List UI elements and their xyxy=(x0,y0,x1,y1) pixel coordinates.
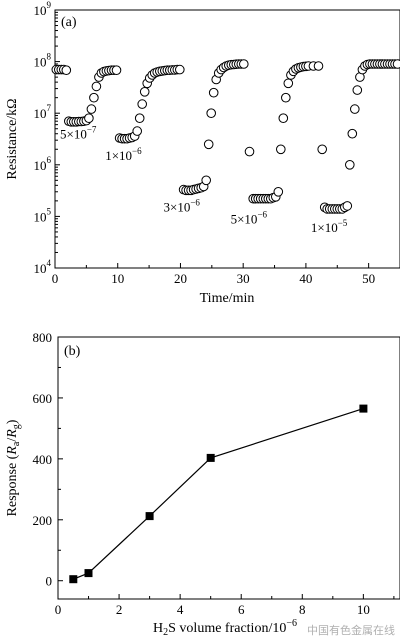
y-tick-label-b: 600 xyxy=(33,391,53,406)
panel-label-b: (b) xyxy=(64,344,81,359)
panel-label-a: (a) xyxy=(61,15,77,30)
y-axis-title-b: Response (Ra/Rg) xyxy=(5,419,22,516)
data-point-a xyxy=(86,104,97,114)
data-point-a xyxy=(139,87,150,97)
data-point-a xyxy=(276,144,286,155)
series-b xyxy=(69,404,368,584)
y-tick-label-b: 400 xyxy=(33,452,53,467)
annotations-a: 5×10−7 1×10−6 3×10−6 5×10−6 1×10−5 xyxy=(60,125,348,235)
data-point-b xyxy=(359,404,368,413)
x-tick-label-a: 20 xyxy=(174,271,187,286)
y-tick-label-b: 200 xyxy=(33,513,53,528)
data-point-a xyxy=(89,92,99,103)
concentration-label: 5×10−6 xyxy=(231,210,268,227)
x-axis-a: 0 10 20 30 40 50 xyxy=(52,263,400,286)
x-axis-b: 0 2 4 6 8 10 xyxy=(55,594,395,617)
data-point-b xyxy=(145,512,154,521)
data-point-a xyxy=(347,128,358,139)
y-tick-label-a: 106 xyxy=(34,155,52,173)
y-tick-label-b: 800 xyxy=(33,330,53,345)
data-point-b xyxy=(84,569,93,578)
data-point-a xyxy=(91,81,102,92)
data-point-a xyxy=(313,61,324,71)
data-point-a xyxy=(206,108,216,118)
x-axis-title-b: H2S volume fraction/10−6 xyxy=(153,618,297,638)
y-axis-b: 0 200 400 600 800 xyxy=(33,330,63,589)
data-point-a xyxy=(281,92,291,103)
data-point-a xyxy=(278,113,289,123)
data-point-a xyxy=(84,113,94,123)
data-point-a xyxy=(342,201,353,211)
x-tick-label-a: 30 xyxy=(237,271,250,286)
data-point-a xyxy=(392,59,400,69)
x-tick-label-b: 10 xyxy=(357,602,370,617)
series-a xyxy=(51,59,400,214)
x-tick-label-a: 10 xyxy=(111,271,124,286)
concentration-label: 1×10−6 xyxy=(105,146,142,163)
watermark: 中国有色金属在线 xyxy=(307,623,395,637)
plot-frame-b xyxy=(57,336,400,600)
concentration-label: 5×10−7 xyxy=(60,125,97,142)
panel-a: 104 105 106 107 108 109 0 10 20 30 40 50 5×10−7 1×1… xyxy=(5,0,400,306)
concentration-label: 3×10−6 xyxy=(164,197,201,214)
x-tick-label-a: 40 xyxy=(299,271,312,286)
data-point-b xyxy=(69,575,78,584)
data-point-a xyxy=(175,64,185,75)
x-tick-label-b: 6 xyxy=(238,602,245,617)
y-tick-label-a: 109 xyxy=(34,0,52,18)
y-axis-title-a: Resistance/kΩ xyxy=(5,98,20,179)
data-point-a xyxy=(61,65,72,75)
x-tick-label-b: 2 xyxy=(116,602,123,617)
data-point-a xyxy=(352,85,363,95)
data-point-a xyxy=(201,175,211,186)
data-point-b xyxy=(206,453,215,462)
data-point-a xyxy=(132,126,142,136)
x-tick-label-a: 50 xyxy=(362,271,375,286)
series-line-b xyxy=(73,408,364,580)
data-point-a xyxy=(203,139,214,150)
data-point-a xyxy=(134,113,145,123)
data-point-a xyxy=(239,59,249,69)
x-tick-label-b: 0 xyxy=(55,602,62,617)
data-point-a xyxy=(208,87,219,98)
data-point-a xyxy=(137,99,147,109)
y-tick-label-a: 107 xyxy=(34,103,52,121)
data-point-a xyxy=(111,65,122,75)
y-axis-a: 104 105 106 107 108 109 xyxy=(34,0,60,276)
plot-frame-a xyxy=(54,9,400,269)
data-point-a xyxy=(345,160,355,170)
x-axis-title-a: Time/min xyxy=(200,291,255,306)
y-tick-label-a: 104 xyxy=(34,258,52,276)
panel-b: 0 200 400 600 800 0 2 4 6 8 10 (b) H2S volume fra… xyxy=(5,330,400,638)
x-tick-label-b: 4 xyxy=(177,602,184,617)
x-tick-label-b: 8 xyxy=(299,602,306,617)
data-point-a xyxy=(350,104,360,114)
data-point-a xyxy=(317,144,328,155)
y-tick-label-b: 0 xyxy=(46,574,53,589)
data-point-a xyxy=(244,146,255,157)
data-point-a xyxy=(273,187,284,197)
concentration-label: 1×10−5 xyxy=(311,218,348,235)
y-tick-label-a: 108 xyxy=(34,52,52,70)
y-tick-label-a: 105 xyxy=(34,206,52,224)
x-tick-label-a: 0 xyxy=(52,271,59,286)
data-point-a xyxy=(283,78,294,89)
